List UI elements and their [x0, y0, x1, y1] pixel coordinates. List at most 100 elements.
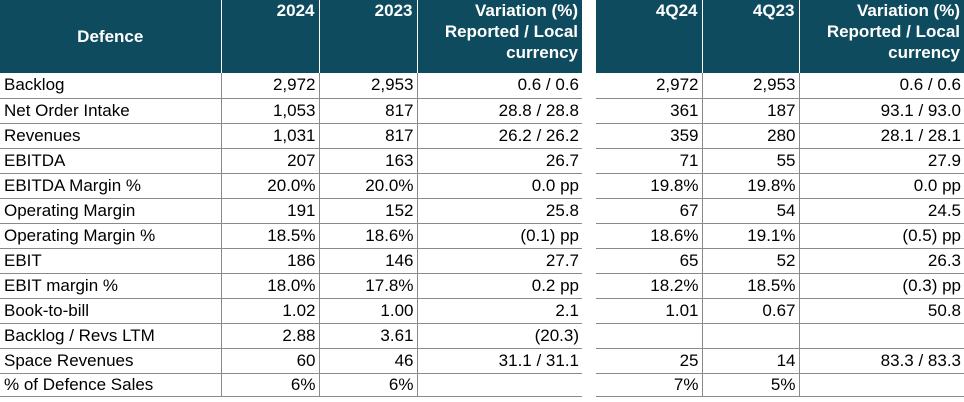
value-2024: 18.0% [221, 273, 320, 299]
value-4q23: 55 [702, 148, 800, 174]
table-row: 7% 5% [596, 373, 964, 397]
variation-value: (20.3) [417, 323, 582, 349]
quarterly-variation-value: (0.5) pp [799, 223, 964, 249]
table-row: Book-to-bill 1.02 1.00 2.1 [0, 298, 582, 324]
variation-value: 31.1 / 31.1 [417, 348, 582, 374]
table-row: Operating Margin % 18.5% 18.6% (0.1) pp [0, 223, 582, 249]
value-4q23: 19.8% [702, 173, 800, 199]
table-row: EBITDA Margin % 20.0% 20.0% 0.0 pp [0, 173, 582, 199]
table-row: EBITDA 207 163 26.7 [0, 148, 582, 174]
value-2023: 3.61 [319, 323, 418, 349]
value-4q23: 5% [702, 373, 800, 397]
year-2023-header: 2023 [319, 0, 418, 73]
metric-label: EBIT margin % [0, 273, 222, 299]
metric-label: Operating Margin % [0, 223, 222, 249]
value-4q24: 2,972 [596, 73, 703, 99]
quarterly-variation-value: 0.0 pp [799, 173, 964, 199]
value-4q24: 359 [596, 123, 703, 149]
table-row: 2,972 2,953 0.6 / 0.6 [596, 73, 964, 99]
value-4q24: 19.8% [596, 173, 703, 199]
variation-value: 26.2 / 26.2 [417, 123, 582, 149]
value-2024: 2,972 [221, 73, 320, 99]
value-2023: 2,953 [319, 73, 418, 99]
value-4q23: 187 [702, 98, 800, 124]
table-row: 361 187 93.1 / 93.0 [596, 98, 964, 124]
value-2024: 2.88 [221, 323, 320, 349]
table-row: Net Order Intake 1,053 817 28.8 / 28.8 [0, 98, 582, 124]
value-4q24: 67 [596, 198, 703, 224]
quarterly-variation-value [799, 323, 964, 349]
value-2024: 20.0% [221, 173, 320, 199]
quarterly-variation-value: 24.5 [799, 198, 964, 224]
value-2023: 18.6% [319, 223, 418, 249]
table-row: Operating Margin 191 152 25.8 [0, 198, 582, 224]
value-4q23: 54 [702, 198, 800, 224]
metric-label: Operating Margin [0, 198, 222, 224]
table-row: 359 280 28.1 / 28.1 [596, 123, 964, 149]
value-2024: 191 [221, 198, 320, 224]
4q23-header: 4Q23 [702, 0, 800, 73]
quarterly-variation-value: 28.1 / 28.1 [799, 123, 964, 149]
variation-value: 28.8 / 28.8 [417, 98, 582, 124]
metric-label: EBITDA [0, 148, 222, 174]
segment-header: Defence [0, 0, 222, 73]
table-row: Space Revenues 60 46 31.1 / 31.1 [0, 348, 582, 374]
quarterly-variation-header-line-3: currency [888, 43, 960, 62]
variation-value [417, 373, 582, 397]
metric-label: % of Defence Sales [0, 373, 222, 397]
value-2023: 20.0% [319, 173, 418, 199]
quarterly-variation-header-line-1: Variation (%) [857, 1, 960, 20]
table-row: Backlog 2,972 2,953 0.6 / 0.6 [0, 73, 582, 99]
value-2023: 817 [319, 98, 418, 124]
value-2023: 152 [319, 198, 418, 224]
table-row: 25 14 83.3 / 83.3 [596, 348, 964, 374]
variation-value: 0.2 pp [417, 273, 582, 299]
quarterly-defence-table: 4Q24 4Q23 Variation (%) Reported / Local… [596, 0, 964, 397]
table-row: % of Defence Sales 6% 6% [0, 373, 582, 397]
metric-label: Net Order Intake [0, 98, 222, 124]
quarterly-variation-header: Variation (%) Reported / Local currency [799, 0, 964, 73]
value-4q24: 71 [596, 148, 703, 174]
annual-defence-table: Defence 2024 2023 Variation (%) Reported… [0, 0, 582, 397]
variation-header-line-3: currency [506, 43, 578, 62]
table-row: 19.8% 19.8% 0.0 pp [596, 173, 964, 199]
table-row: 1.01 0.67 50.8 [596, 298, 964, 324]
value-4q24: 18.6% [596, 223, 703, 249]
variation-header-line-1: Variation (%) [475, 1, 578, 20]
quarterly-variation-value: 27.9 [799, 148, 964, 174]
value-2023: 46 [319, 348, 418, 374]
quarterly-variation-value: 26.3 [799, 248, 964, 274]
variation-value: 25.8 [417, 198, 582, 224]
value-4q23: 19.1% [702, 223, 800, 249]
value-2024: 18.5% [221, 223, 320, 249]
quarterly-variation-value: 50.8 [799, 298, 964, 324]
metric-label: Backlog / Revs LTM [0, 323, 222, 349]
table-row: 18.6% 19.1% (0.5) pp [596, 223, 964, 249]
variation-value: (0.1) pp [417, 223, 582, 249]
value-2023: 17.8% [319, 273, 418, 299]
variation-value: 0.6 / 0.6 [417, 73, 582, 99]
quarterly-variation-value: 0.6 / 0.6 [799, 73, 964, 99]
4q24-header: 4Q24 [596, 0, 703, 73]
quarterly-variation-value: 83.3 / 83.3 [799, 348, 964, 374]
value-2024: 1,053 [221, 98, 320, 124]
value-2023: 6% [319, 373, 418, 397]
value-4q23: 18.5% [702, 273, 800, 299]
value-4q24: 361 [596, 98, 703, 124]
value-4q23 [702, 323, 800, 349]
value-4q24: 65 [596, 248, 703, 274]
quarterly-variation-value [799, 373, 964, 397]
metric-label: Revenues [0, 123, 222, 149]
variation-value: 26.7 [417, 148, 582, 174]
value-4q23: 14 [702, 348, 800, 374]
variation-header-line-2: Reported / Local [444, 22, 578, 41]
value-4q23: 2,953 [702, 73, 800, 99]
value-2024: 60 [221, 348, 320, 374]
quarterly-table-body: 2,972 2,953 0.6 / 0.6 361 187 93.1 / 93.0 359 2… [596, 73, 964, 397]
variation-header: Variation (%) Reported / Local currency [417, 0, 582, 73]
value-2023: 817 [319, 123, 418, 149]
quarterly-header-row: 4Q24 4Q23 Variation (%) Reported / Local… [596, 0, 964, 73]
annual-header-row: Defence 2024 2023 Variation (%) Reported… [0, 0, 582, 73]
table-row: Backlog / Revs LTM 2.88 3.61 (20.3) [0, 323, 582, 349]
